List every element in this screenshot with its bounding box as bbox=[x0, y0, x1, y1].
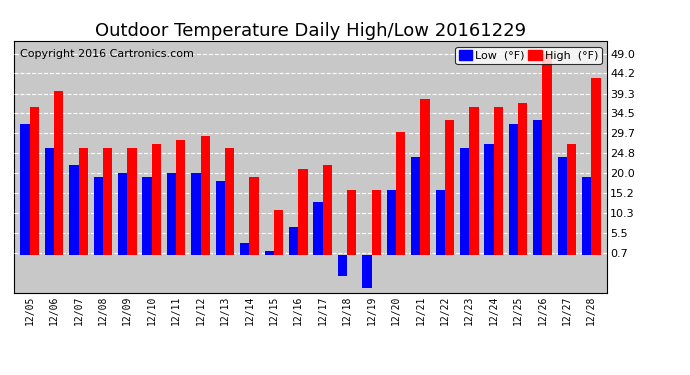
Bar bbox=[250, 177, 259, 255]
Bar bbox=[298, 169, 308, 255]
Bar bbox=[289, 226, 298, 255]
Bar bbox=[240, 243, 250, 255]
Bar bbox=[445, 120, 454, 255]
Bar bbox=[201, 136, 210, 255]
Bar bbox=[225, 148, 235, 255]
Bar bbox=[118, 173, 128, 255]
Bar bbox=[54, 91, 63, 255]
Bar bbox=[69, 165, 79, 255]
Bar bbox=[216, 181, 225, 255]
Bar bbox=[518, 103, 527, 255]
Bar bbox=[176, 140, 186, 255]
Text: Copyright 2016 Cartronics.com: Copyright 2016 Cartronics.com bbox=[20, 49, 194, 59]
Bar bbox=[460, 148, 469, 255]
Bar bbox=[533, 120, 542, 255]
Bar bbox=[484, 144, 493, 255]
Bar bbox=[435, 189, 445, 255]
Bar bbox=[591, 78, 600, 255]
Bar bbox=[542, 54, 552, 255]
Bar bbox=[323, 165, 332, 255]
Bar bbox=[103, 148, 112, 255]
Bar bbox=[582, 177, 591, 255]
Bar bbox=[338, 255, 347, 276]
Bar bbox=[152, 144, 161, 255]
Legend: Low  (°F), High  (°F): Low (°F), High (°F) bbox=[455, 47, 602, 64]
Bar bbox=[30, 107, 39, 255]
Bar bbox=[94, 177, 103, 255]
Bar bbox=[347, 189, 357, 255]
Bar bbox=[191, 173, 201, 255]
Bar bbox=[21, 124, 30, 255]
Bar bbox=[274, 210, 283, 255]
Bar bbox=[493, 107, 503, 255]
Bar bbox=[469, 107, 478, 255]
Bar bbox=[558, 157, 567, 255]
Bar bbox=[509, 124, 518, 255]
Bar bbox=[128, 148, 137, 255]
Bar bbox=[567, 144, 576, 255]
Bar bbox=[264, 251, 274, 255]
Bar bbox=[79, 148, 88, 255]
Bar bbox=[386, 189, 396, 255]
Bar bbox=[362, 255, 371, 288]
Bar bbox=[167, 173, 176, 255]
Bar bbox=[45, 148, 54, 255]
Bar bbox=[371, 189, 381, 255]
Bar bbox=[420, 99, 430, 255]
Bar bbox=[143, 177, 152, 255]
Bar bbox=[396, 132, 405, 255]
Bar bbox=[313, 202, 323, 255]
Title: Outdoor Temperature Daily High/Low 20161229: Outdoor Temperature Daily High/Low 20161… bbox=[95, 22, 526, 40]
Bar bbox=[411, 157, 420, 255]
